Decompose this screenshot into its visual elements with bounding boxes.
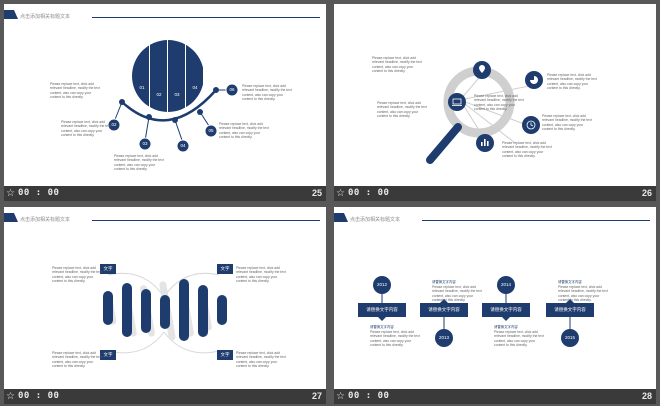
header-tab-icon: [4, 10, 18, 19]
slide-timing: 00 : 00: [348, 188, 390, 198]
text-block: Please replace text, click add relevant …: [432, 285, 482, 303]
caption-title: 请替换文字内容: [432, 280, 456, 284]
vertical-bars-diagram: [103, 272, 227, 354]
timeline-box: 请替换文字内容: [420, 303, 468, 317]
slide-timing: 00 : 00: [348, 391, 390, 401]
label-tag: 文字: [100, 264, 116, 274]
label-tag: 文字: [217, 264, 233, 274]
label-tag: 文字: [100, 350, 116, 360]
node-label: 06: [229, 87, 235, 92]
header-rule: [422, 220, 650, 221]
text-block: Please replace text, click add relevant …: [542, 114, 592, 132]
slide-canvas: Please replace text, click add relevant …: [334, 4, 656, 186]
text-block: Please replace text, click add relevant …: [61, 120, 111, 138]
text-block: Please replace text, click add relevant …: [242, 84, 292, 102]
year-marker: 2013: [435, 329, 453, 347]
caption-title: 请替换文字内容: [370, 325, 394, 329]
slide-number: 27: [311, 391, 322, 401]
year-marker: 2015: [561, 329, 579, 347]
slide-timing: 00 : 00: [18, 188, 60, 198]
text-block: Please replace text, click add relevant …: [52, 351, 102, 369]
thumbnail-status-bar: ☆ 00 : 00 28: [334, 389, 656, 404]
slide-canvas: 点击添加相关标题文本 文字 文字 文字 文字 Please replace te…: [4, 207, 326, 389]
text-block: Please replace text, click add relevant …: [494, 330, 544, 348]
star-icon[interactable]: ☆: [6, 188, 15, 199]
slide-thumbnail-27[interactable]: 点击添加相关标题文本 文字 文字 文字 文字 Please replace te…: [4, 207, 326, 404]
text-block: Please replace text, click add relevant …: [236, 266, 286, 284]
caption-title: 请替换文字内容: [494, 325, 518, 329]
laptop-icon: [448, 93, 466, 111]
node-label: 04: [180, 143, 186, 148]
caption-title: 请替换文字内容: [558, 280, 582, 284]
text-block: Please replace text, click add relevant …: [370, 330, 420, 348]
year-marker: 2014: [497, 276, 515, 294]
text-block: Please replace text, click add relevant …: [547, 73, 597, 91]
segment-label: 04: [192, 85, 198, 90]
year-marker: 2012: [373, 276, 391, 294]
node-label: 02: [111, 122, 117, 127]
magnifier-diagram: [426, 61, 543, 164]
text-block: Please replace text, click add relevant …: [50, 82, 100, 100]
thumbnail-status-bar: ☆ 00 : 00 25: [4, 186, 326, 201]
slide-number: 28: [641, 391, 652, 401]
text-block: Please replace text, click add relevant …: [114, 154, 164, 172]
header-tab-icon: [4, 213, 18, 222]
slide-number: 26: [641, 188, 652, 198]
slide-thumbnail-25[interactable]: 点击添加相关标题文本: [4, 4, 326, 201]
segmented-circle-diagram: [107, 40, 239, 153]
star-icon[interactable]: ☆: [6, 391, 15, 402]
node-label: 05: [208, 128, 214, 133]
thumbnail-status-bar: ☆ 00 : 00 26: [334, 186, 656, 201]
segment-label: 03: [174, 92, 180, 97]
header-rule: [92, 17, 320, 18]
text-block: Please replace text, click add relevant …: [474, 94, 524, 112]
slide-canvas: 点击添加相关标题文本: [4, 4, 326, 186]
timeline-box: 请替换文字内容: [482, 303, 530, 317]
slide-canvas: 点击添加相关标题文本 2012 2013 2014 2015 请替换文字内容 请…: [334, 207, 656, 389]
timeline-box: 请替换文字内容: [358, 303, 406, 317]
label-tag: 文字: [217, 350, 233, 360]
text-block: Please replace text, click add relevant …: [502, 141, 552, 159]
text-block: Please replace text, click add relevant …: [558, 285, 608, 303]
slide-timing: 00 : 00: [18, 391, 60, 401]
header-tab-icon: [334, 213, 348, 222]
star-icon[interactable]: ☆: [336, 188, 345, 199]
slide-thumbnail-26[interactable]: Please replace text, click add relevant …: [334, 4, 656, 201]
slide-thumbnail-28[interactable]: 点击添加相关标题文本 2012 2013 2014 2015 请替换文字内容 请…: [334, 207, 656, 404]
node-label: 03: [142, 141, 148, 146]
segment-label: 02: [156, 92, 162, 97]
text-block: Please replace text, click add relevant …: [236, 351, 286, 369]
text-block: Please replace text, click add relevant …: [372, 56, 422, 74]
slide-header-title: 点击添加相关标题文本: [350, 217, 401, 223]
segment-label: 01: [139, 85, 145, 90]
slide-header-title: 点击添加相关标题文本: [20, 14, 71, 20]
header-rule: [92, 220, 320, 221]
text-block: Please replace text, click add relevant …: [52, 266, 102, 284]
thumbnail-status-bar: ☆ 00 : 00 27: [4, 389, 326, 404]
timeline-box: 请替换文字内容: [546, 303, 594, 317]
timeline-diagram: [378, 285, 574, 331]
text-block: Please replace text, click add relevant …: [219, 122, 269, 140]
star-icon[interactable]: ☆: [336, 391, 345, 402]
text-block: Please replace text, click add relevant …: [377, 101, 427, 119]
slide-header-title: 点击添加相关标题文本: [20, 217, 71, 223]
slide-number: 25: [311, 188, 322, 198]
